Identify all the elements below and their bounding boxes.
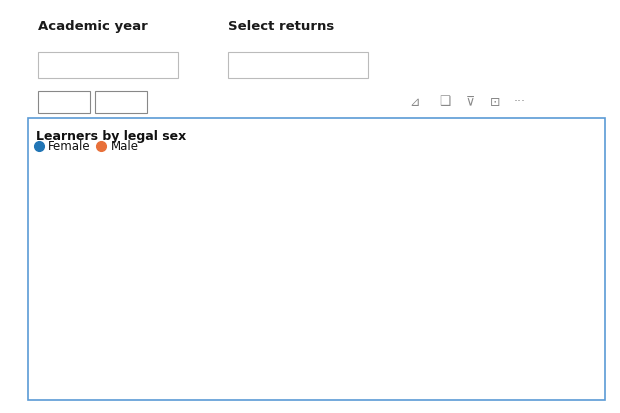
FancyBboxPatch shape <box>38 91 90 113</box>
Bar <box>236 261 259 330</box>
FancyBboxPatch shape <box>28 118 605 400</box>
FancyBboxPatch shape <box>38 52 178 78</box>
Text: Table: Table <box>105 95 136 109</box>
Text: ⊽: ⊽ <box>466 95 474 109</box>
Bar <box>448 244 471 322</box>
Text: Learners by legal sex: Learners by legal sex <box>36 130 186 143</box>
Text: ⊡: ⊡ <box>490 95 500 109</box>
FancyBboxPatch shape <box>95 91 147 113</box>
Text: ∨: ∨ <box>164 60 172 70</box>
Bar <box>200 329 223 377</box>
Bar <box>94 374 117 377</box>
Bar <box>271 330 294 377</box>
Text: Male: Male <box>111 140 139 152</box>
Text: All: All <box>238 59 254 71</box>
Bar <box>377 323 400 377</box>
Bar <box>306 259 329 330</box>
Bar <box>518 318 541 377</box>
Bar <box>554 230 577 316</box>
Text: ⊿: ⊿ <box>410 95 420 109</box>
Bar <box>342 258 365 329</box>
Bar <box>165 367 188 373</box>
Text: Select returns: Select returns <box>228 20 334 33</box>
Text: Graph: Graph <box>46 95 82 109</box>
Bar <box>412 323 435 377</box>
Bar <box>412 247 435 323</box>
Bar <box>518 235 541 318</box>
Bar <box>130 373 153 377</box>
Text: Academic year: Academic year <box>38 20 148 33</box>
Bar <box>377 247 400 323</box>
Bar <box>94 370 117 374</box>
Bar <box>130 368 153 373</box>
Bar <box>236 330 259 377</box>
Bar <box>342 329 365 377</box>
Text: 2018/19: 2018/19 <box>48 59 100 71</box>
Bar <box>306 330 329 377</box>
Text: ···: ··· <box>514 95 526 109</box>
Bar <box>165 373 188 377</box>
Bar <box>483 234 506 318</box>
Bar <box>448 322 471 377</box>
Bar <box>554 316 577 377</box>
FancyBboxPatch shape <box>228 52 368 78</box>
Text: Female: Female <box>48 140 91 152</box>
Text: ∨: ∨ <box>354 60 362 70</box>
Bar <box>271 259 294 330</box>
Bar <box>200 259 223 329</box>
Bar <box>483 318 506 377</box>
Text: ❑: ❑ <box>440 95 451 109</box>
